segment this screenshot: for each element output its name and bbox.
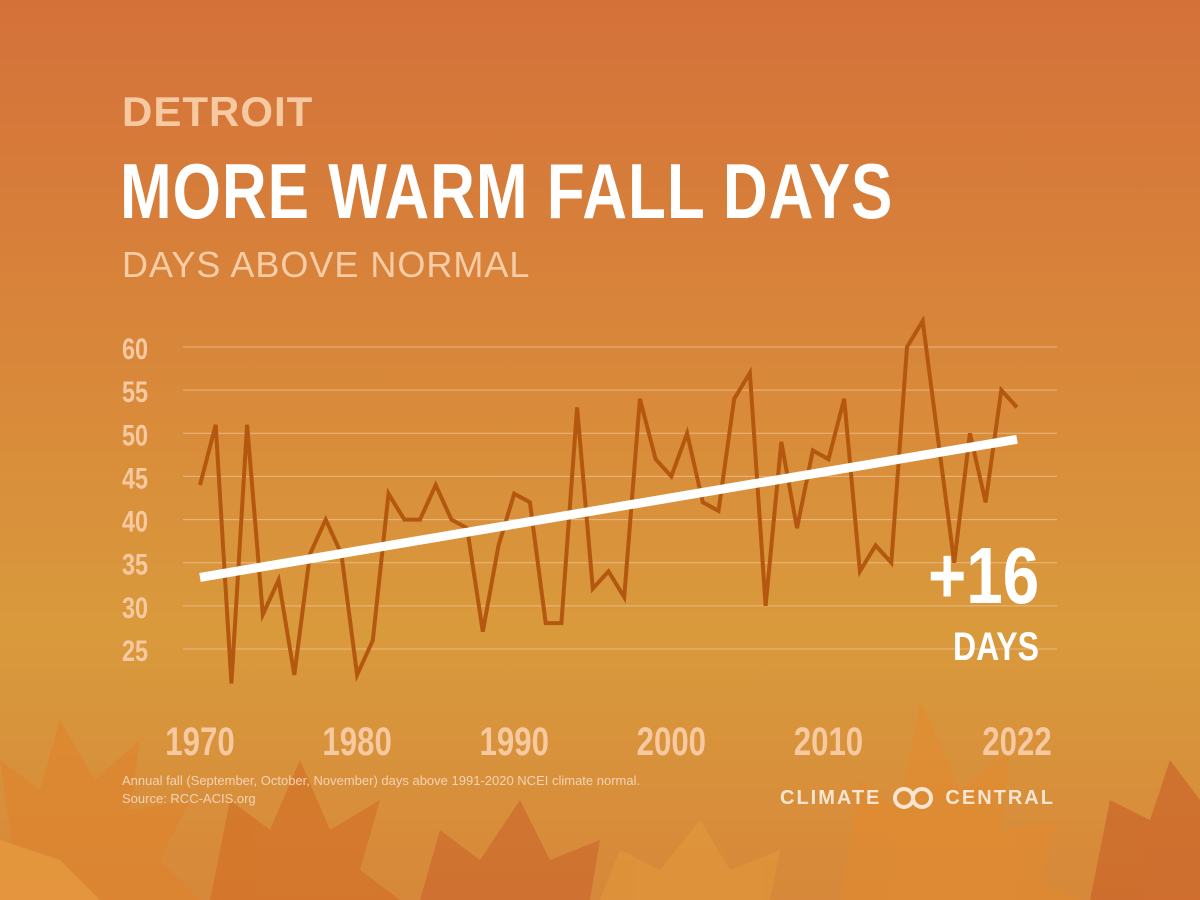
x-tick-label: 1990 — [480, 719, 549, 764]
maple-leaf-icon — [0, 840, 100, 900]
series-line — [198, 315, 1019, 684]
maple-leaf-icon — [210, 760, 400, 900]
x-tick-label: 1970 — [165, 719, 234, 764]
x-axis-ticks: 1970 1980 1990 2000 2010 2022 — [165, 719, 1051, 764]
city-label: DETROIT — [122, 88, 314, 135]
trend-layer — [199, 434, 1018, 582]
maple-leaf-icon — [600, 820, 780, 900]
y-tick-label: 60 — [122, 332, 148, 365]
x-tick-label: 1980 — [322, 719, 391, 764]
x-tick-label: 2000 — [637, 719, 706, 764]
series-layer — [198, 315, 1019, 684]
brand-text-left: CLIMATE — [780, 786, 882, 809]
y-tick-label: 55 — [122, 375, 148, 408]
y-tick-label: 50 — [122, 419, 148, 452]
change-value: +16 — [928, 531, 1040, 620]
y-tick-label: 45 — [122, 462, 148, 495]
maple-leaf-icon — [840, 700, 1080, 900]
y-tick-label: 25 — [122, 634, 148, 667]
maple-leaf-icon — [1090, 760, 1200, 900]
change-unit: DAYS — [953, 625, 1039, 669]
y-tick-label: 35 — [122, 548, 148, 581]
chart-subtitle: DAYS ABOVE NORMAL — [122, 244, 531, 285]
y-tick-label: 40 — [122, 505, 148, 538]
brand-logo: CLIMATE CENTRAL — [780, 786, 1055, 810]
footnote: Annual fall (September, October, Novembe… — [122, 772, 640, 808]
brand-text-right: CENTRAL — [945, 786, 1055, 809]
footnote-source: Source: RCC-ACIS.org — [122, 791, 256, 806]
line-chart: 25 30 35 40 45 50 55 60 1970 1980 1990 2000 2010 202… — [122, 315, 1057, 764]
footnote-description: Annual fall (September, October, Novembe… — [122, 773, 641, 788]
x-tick-label: 2010 — [794, 719, 863, 764]
y-tick-label: 30 — [122, 591, 148, 624]
y-axis-ticks: 25 30 35 40 45 50 55 60 — [122, 332, 148, 667]
gridlines — [183, 346, 1057, 650]
maple-leaf-icon — [0, 720, 200, 900]
maple-leaf-icon — [420, 800, 600, 900]
page-title: MORE WARM FALL DAYS — [120, 149, 894, 236]
trend-line — [199, 434, 1018, 582]
x-tick-label: 2022 — [982, 719, 1051, 764]
climate-central-logo-icon — [893, 787, 934, 809]
